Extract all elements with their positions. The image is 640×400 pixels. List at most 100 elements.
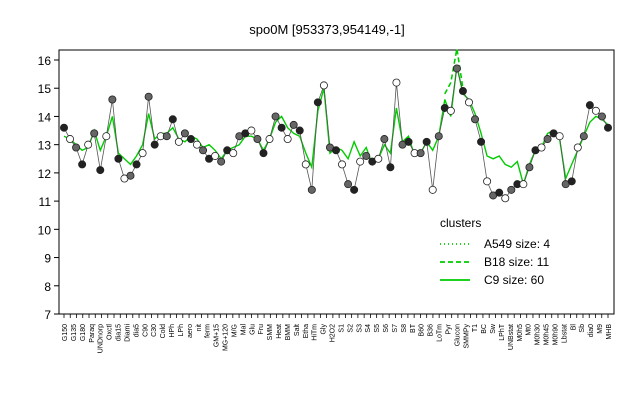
x-tick-label: ferm — [205, 324, 212, 338]
legend-label: B18 size: 11 — [484, 255, 549, 269]
data-point — [180, 129, 189, 138]
x-tick-label: C90 — [142, 324, 149, 337]
x-tick-label: BMM — [285, 324, 292, 341]
data-point — [380, 135, 389, 144]
marker-connector — [63, 68, 609, 199]
data-point — [84, 140, 93, 149]
data-point — [579, 132, 588, 141]
legend: clusters A549 size: 4 B18 size: 11 C9 size… — [440, 216, 550, 287]
data-point — [313, 98, 322, 107]
data-point — [464, 98, 473, 107]
data-point — [338, 160, 347, 169]
y-tick-label: 14 — [38, 110, 52, 124]
x-axis: G150 G135 G180 Paraq UNDnorp Oxctl dia15 Diami d… — [62, 314, 613, 353]
x-tick-label: M0h5 — [517, 324, 524, 342]
x-tick-label: Sb — [579, 324, 586, 333]
data-point — [66, 135, 75, 144]
data-point — [150, 140, 159, 149]
x-tick-label: dia0 — [588, 324, 595, 337]
legend-label: A549 size: 4 — [484, 237, 550, 251]
data-point — [446, 106, 455, 115]
x-tick-label: Glucon — [454, 324, 461, 346]
x-tick-label: Glu — [249, 324, 256, 335]
x-tick-label: Sw — [490, 323, 497, 334]
y-tick-label: 10 — [38, 223, 52, 237]
data-point — [78, 160, 87, 169]
x-tick-label: S8 — [401, 324, 408, 333]
data-point — [265, 135, 274, 144]
data-point — [289, 120, 298, 129]
y-tick-label: 15 — [38, 82, 52, 96]
data-point — [72, 143, 81, 152]
x-tick-label: Heat — [276, 324, 283, 339]
data-point — [495, 188, 504, 197]
data-point — [259, 149, 268, 158]
data-point — [356, 157, 365, 166]
data-point — [229, 149, 238, 158]
x-tick-label: SMM — [267, 324, 274, 341]
data-point — [519, 180, 528, 189]
x-tick-label: Fru — [258, 324, 265, 335]
data-point — [307, 185, 316, 194]
x-tick-label: MHB — [606, 324, 613, 340]
data-point — [573, 143, 582, 152]
x-tick-label: G180 — [80, 324, 87, 341]
data-point — [174, 137, 183, 146]
y-tick-label: 13 — [38, 139, 52, 153]
data-point — [108, 95, 117, 104]
x-tick-label: Bl — [570, 324, 577, 331]
legend-label: C9 size: 60 — [484, 273, 544, 287]
x-tick-label: S6 — [383, 324, 390, 333]
x-tick-label: B60 — [419, 324, 426, 337]
data-point — [585, 101, 594, 110]
data-point — [211, 151, 220, 160]
data-point — [192, 140, 201, 149]
x-tick-label: Paraq — [89, 324, 96, 343]
x-tick-label: BT — [410, 323, 417, 333]
x-tick-label: Lbstat — [561, 324, 568, 343]
data-point — [591, 106, 600, 115]
y-tick-label: 16 — [38, 54, 52, 68]
x-tick-label: S3 — [356, 324, 363, 333]
x-tick-label: LPhT — [499, 323, 506, 340]
y-tick-label: 12 — [38, 167, 52, 181]
data-point — [114, 154, 123, 163]
data-point — [247, 126, 256, 135]
data-point — [483, 177, 492, 186]
x-tick-label: Mt0 — [526, 324, 533, 336]
data-point — [374, 154, 383, 163]
data-point — [331, 146, 340, 155]
data-point — [422, 137, 431, 146]
x-tick-label: Etha — [303, 324, 310, 339]
data-point — [90, 129, 99, 138]
chart-title: spo0M [953373,954149,-1] — [249, 22, 404, 37]
data-point — [604, 123, 613, 132]
data-point — [283, 135, 292, 144]
x-tick-label: G150 — [62, 324, 69, 341]
x-tick-label: dia15 — [116, 324, 123, 341]
data-point — [144, 92, 153, 101]
x-tick-label: G135 — [71, 324, 78, 341]
data-point — [138, 149, 147, 158]
x-tick-label: Diami — [124, 324, 131, 342]
data-point — [102, 132, 111, 141]
data-point — [126, 171, 135, 180]
x-tick-label: Salt — [294, 324, 301, 336]
data-point — [386, 163, 395, 172]
data-point — [525, 163, 534, 172]
x-tick-label: HiTm — [312, 324, 319, 341]
y-tick-label: 8 — [44, 280, 51, 294]
data-point — [404, 137, 413, 146]
x-tick-label: M0h30 — [535, 324, 542, 346]
x-tick-label: LoTm — [437, 324, 444, 342]
x-tick-label: S2 — [347, 324, 354, 333]
x-tick-label: S4 — [365, 324, 372, 333]
data-point — [452, 64, 461, 73]
x-tick-label: BC — [481, 324, 488, 334]
data-point — [543, 135, 552, 144]
data-point — [199, 146, 208, 155]
legend-title: clusters — [440, 216, 481, 230]
data-point — [501, 194, 510, 203]
y-tick-label: 9 — [44, 252, 51, 266]
